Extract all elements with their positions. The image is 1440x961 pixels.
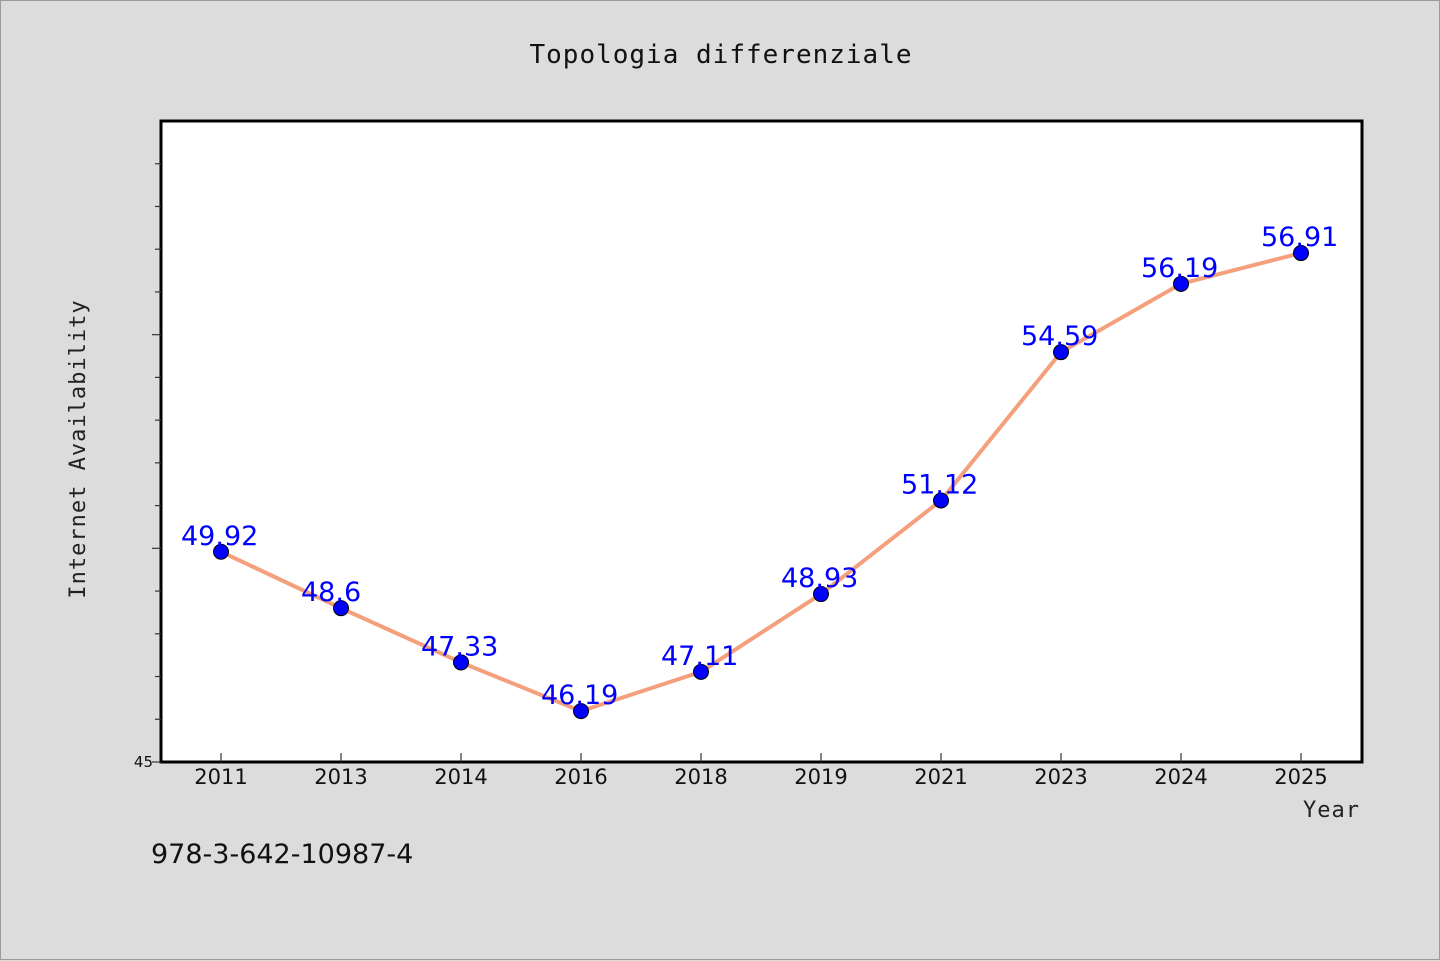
x-axis-tick-labels: 2011 2013 2014 2016 2018 2019 2021 2023 2024 2025 (194, 765, 1327, 789)
plot-area (159, 119, 1364, 764)
x-axis-label: Year (1303, 798, 1360, 823)
data-label-2011: 49.92 (181, 521, 258, 552)
data-point-2021 (933, 492, 949, 509)
series-line-0 (219, 251, 1303, 714)
x-axis-ticks (220, 753, 1302, 762)
data-label-2018: 47.11 (661, 641, 738, 672)
y-axis-tick-labels: 45 (134, 753, 153, 771)
x-tick-label-2025: 2025 (1274, 765, 1327, 789)
x-tick-label-2021: 2021 (914, 765, 967, 789)
data-point-2019 (813, 586, 829, 603)
data-point-2025 (1293, 245, 1309, 262)
x-tick-label-2024: 2024 (1154, 765, 1207, 789)
data-point-2024 (1173, 275, 1189, 292)
x-tick-label-2018: 2018 (674, 765, 727, 789)
chart-title: Topologia differenziale (529, 40, 912, 70)
x-tick-label-2023: 2023 (1034, 765, 1087, 789)
data-label-2021: 51.12 (901, 469, 978, 500)
x-tick-label-2014: 2014 (434, 765, 487, 789)
data-label-2016: 46.19 (541, 680, 618, 711)
data-point-2023 (1053, 344, 1069, 361)
data-label-2019: 48.93 (781, 563, 858, 594)
x-tick-label-2019: 2019 (794, 765, 847, 789)
series-lines (219, 251, 1303, 714)
y-tick-label-45: 45 (134, 753, 153, 771)
x-tick-label-2013: 2013 (314, 765, 367, 789)
data-point-2016 (573, 703, 589, 720)
data-label-2025: 56.91 (1261, 222, 1338, 253)
data-point-2013 (333, 600, 349, 617)
y-axis-label: Internet Availability (66, 299, 91, 598)
y-axis-ticks (152, 163, 161, 763)
isbn-text: 978-3-642-10987-4 (151, 839, 413, 870)
x-tick-label-2011: 2011 (194, 765, 247, 789)
data-label-2024: 56.19 (1141, 253, 1218, 284)
data-label-2013: 48.6 (301, 577, 361, 608)
series-markers (213, 245, 1309, 720)
data-labels: 49.92 48.6 47.33 46.19 47.11 48.93 51.12 54.59 5… (181, 222, 1338, 711)
data-point-2018 (693, 663, 709, 680)
data-point-2014 (453, 654, 469, 671)
x-tick-label-2016: 2016 (554, 765, 607, 789)
data-point-2011 (213, 543, 229, 560)
data-label-2023: 54.59 (1021, 321, 1098, 352)
data-label-2014: 47.33 (421, 631, 498, 662)
